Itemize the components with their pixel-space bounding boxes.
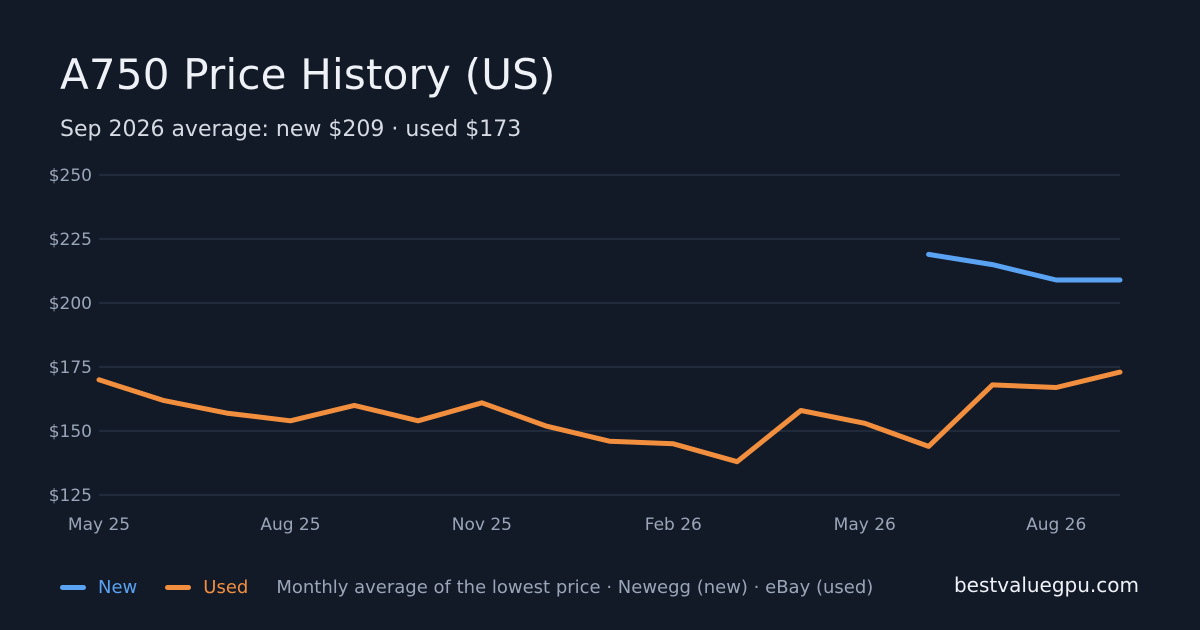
series-line-used [96, 369, 1123, 465]
y-axis-ticks: $125 $150 $175 $200 $225 $250 [49, 166, 92, 506]
y-tick-label: $175 [49, 358, 92, 378]
x-tick-label: Aug 25 [260, 515, 320, 535]
x-tick-label: Feb 26 [645, 515, 702, 535]
x-tick-label: May 25 [68, 515, 130, 535]
series-line-new [926, 251, 1123, 283]
x-tick-label: Nov 25 [452, 515, 512, 535]
legend-swatch-used [165, 584, 192, 590]
legend-item-used: Used [165, 577, 248, 598]
site-url[interactable]: bestvaluegpu.com [953, 573, 1139, 597]
legend-item-new: New [60, 577, 137, 598]
chart-title: A750 Price History (US) [60, 50, 556, 99]
y-tick-label: $150 [49, 422, 92, 442]
x-axis-ticks: May 25 Aug 25 Nov 25 Feb 26 May 26 Aug 26 [68, 515, 1086, 535]
legend-label-new: New [98, 576, 138, 598]
source-note: Monthly average of the lowest price · Ne… [276, 576, 874, 598]
grid-lines [99, 174, 1120, 496]
y-tick-label: $225 [49, 230, 92, 250]
legend-label-used: Used [203, 576, 249, 598]
y-tick-label: $125 [49, 486, 92, 506]
y-tick-label: $200 [49, 294, 92, 314]
x-tick-label: May 26 [834, 515, 896, 535]
legend-swatch-new [60, 584, 86, 590]
series-lines [96, 251, 1123, 465]
x-tick-label: Aug 26 [1026, 515, 1086, 535]
legend: New Used Monthly average of the lowest p… [60, 574, 873, 600]
y-tick-label: $250 [49, 166, 92, 186]
chart-subtitle: Sep 2026 average: new $209 · used $173 [60, 117, 522, 142]
